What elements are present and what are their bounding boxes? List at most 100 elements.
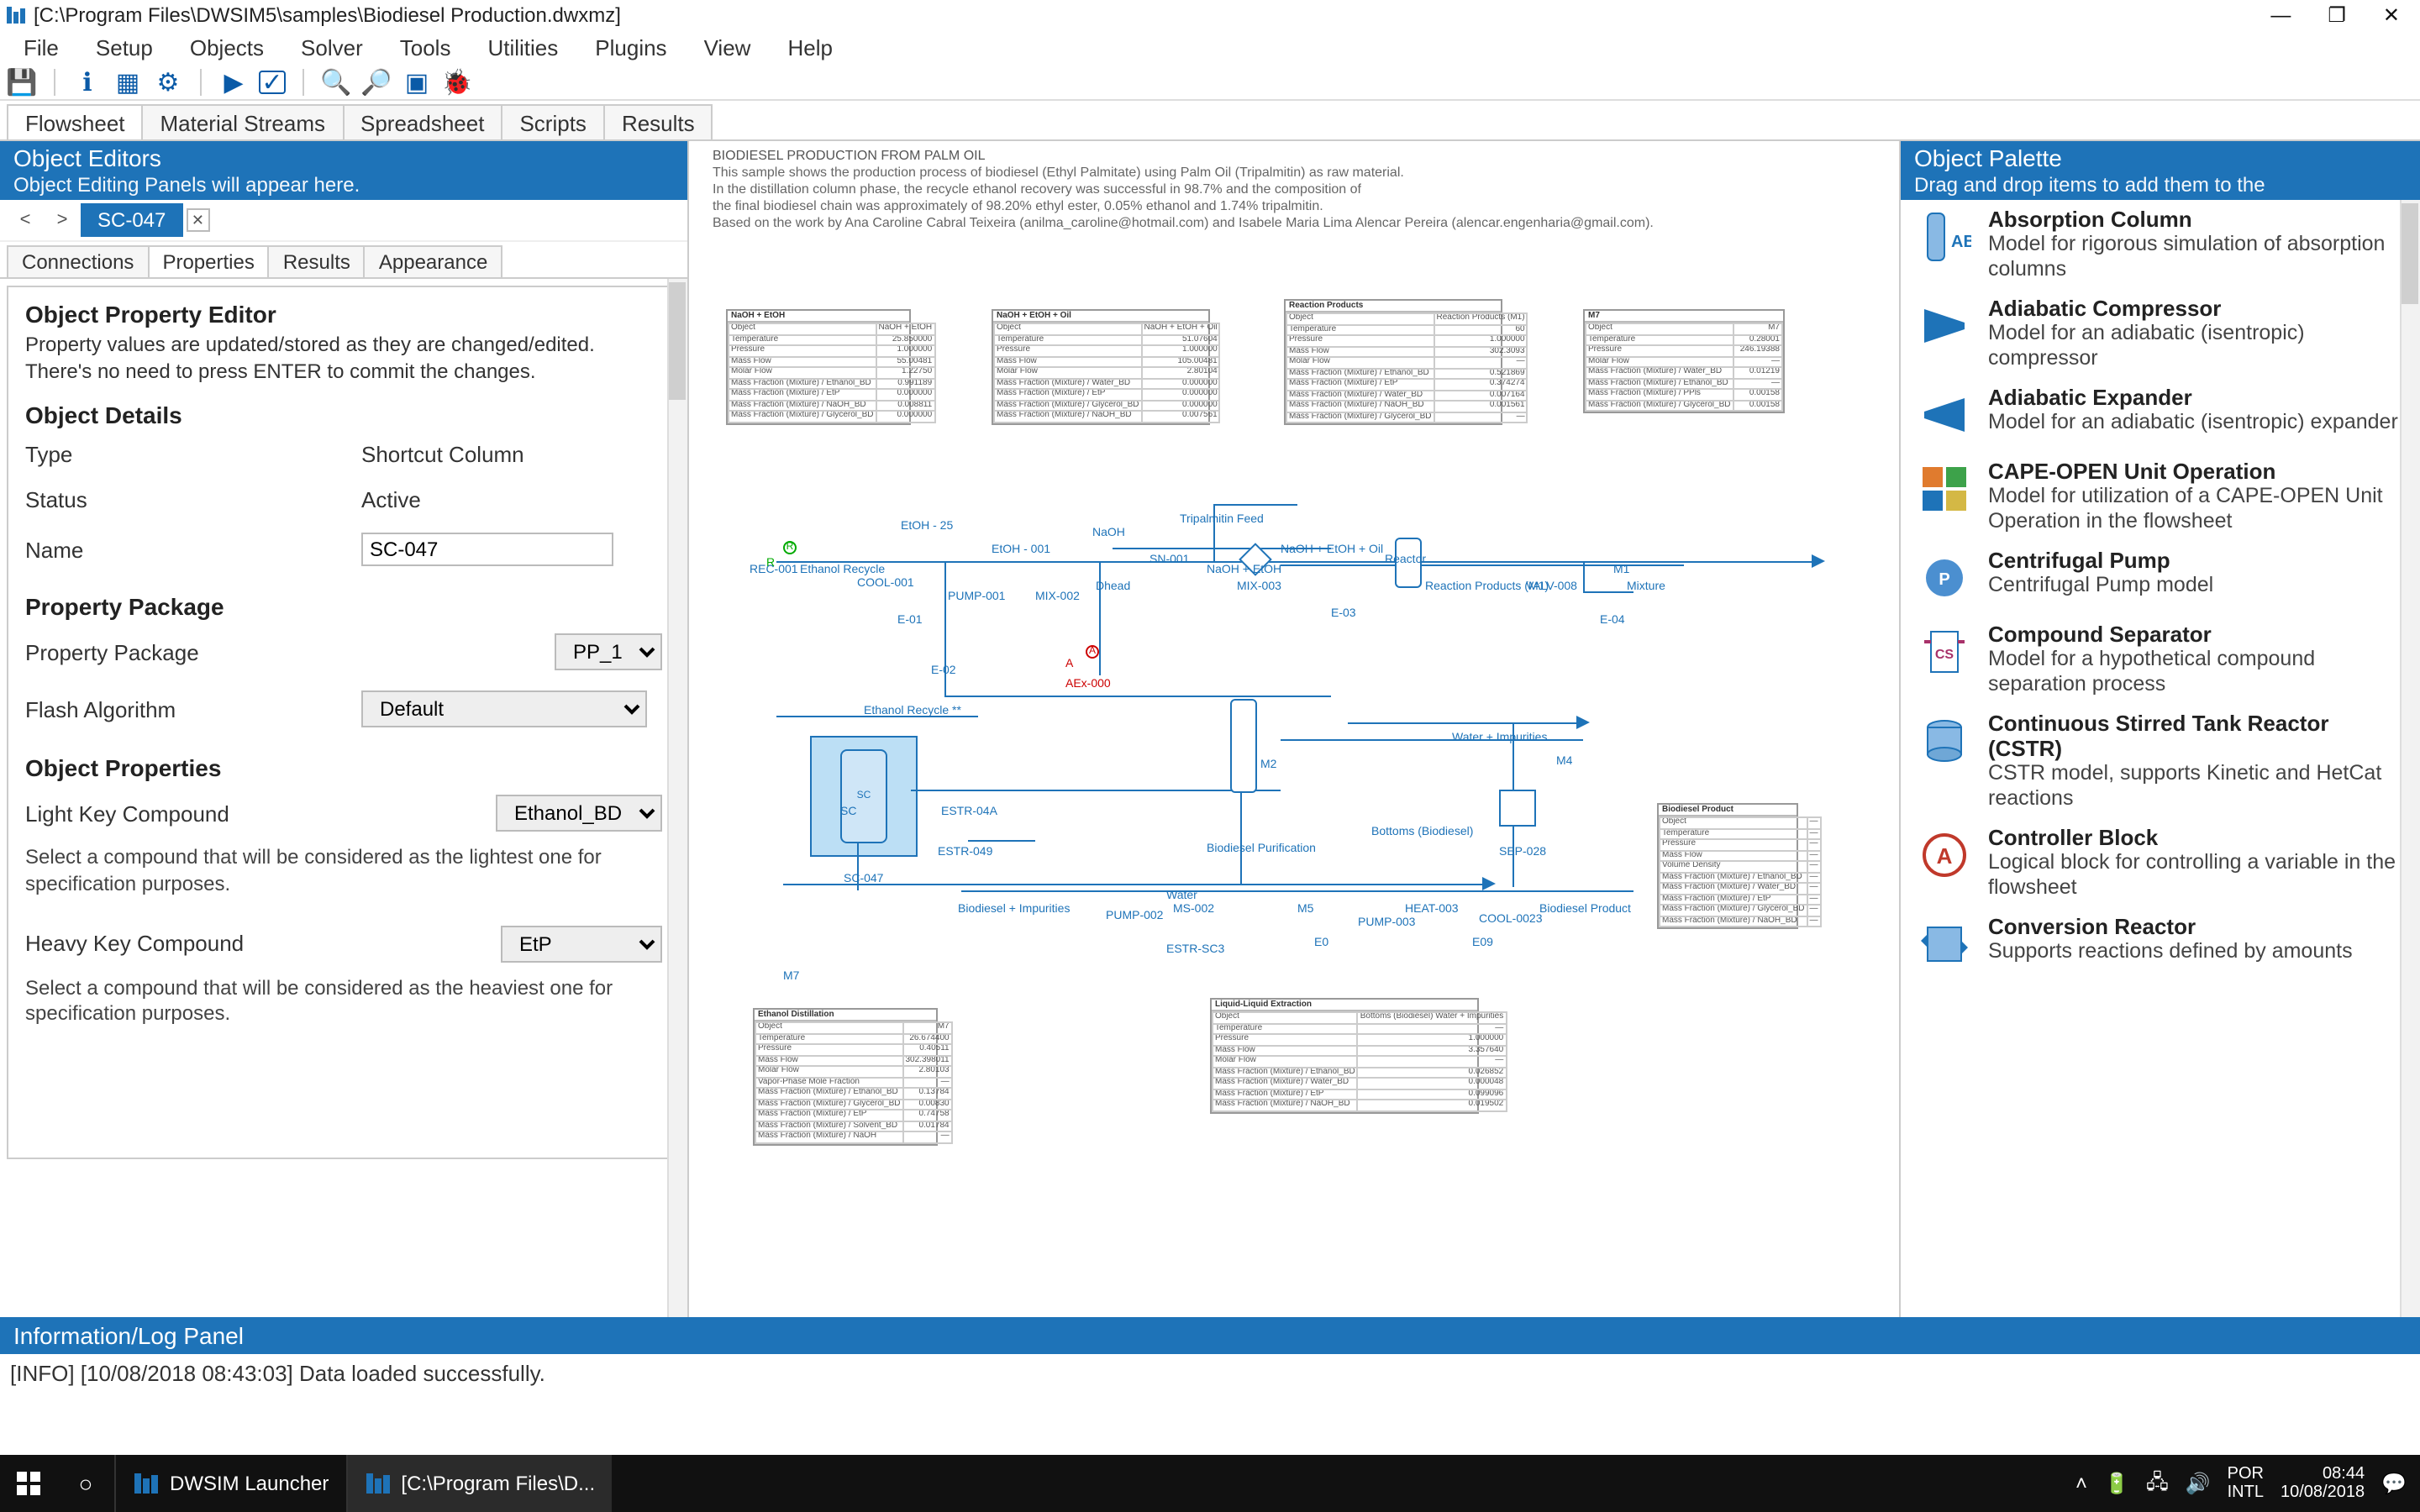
play-icon[interactable]: ▶: [218, 66, 249, 97]
object-tab-sc047[interactable]: SC-047: [81, 203, 182, 237]
flowsheet-label: A: [1065, 659, 1073, 670]
inspector-heading-3: Property Package: [25, 594, 662, 621]
flowsheet-label: MS-002: [1173, 904, 1214, 916]
unit-sep[interactable]: [1499, 790, 1536, 827]
subtab-appearance[interactable]: Appearance: [364, 245, 502, 277]
minimize-button[interactable]: —: [2270, 3, 2291, 27]
inspector-heading-2: Object Details: [25, 402, 662, 429]
cstr-icon: [1914, 711, 1975, 771]
flowsheet-label: M1: [1613, 564, 1629, 576]
absorption-icon: AB: [1914, 207, 1975, 267]
taskbar-app-launcher[interactable]: DWSIM Launcher: [114, 1455, 345, 1512]
name-input[interactable]: [361, 533, 613, 567]
flowsheet-label: M4: [1556, 756, 1572, 768]
unit-column2[interactable]: [1230, 699, 1257, 793]
tray-notifications-icon[interactable]: 💬: [2381, 1472, 2407, 1495]
close-button[interactable]: ✕: [2383, 3, 2400, 27]
palette-item-desc: Model for rigorous simulation of absorpt…: [1988, 232, 2407, 282]
tab-spreadsheet[interactable]: Spreadsheet: [342, 104, 502, 139]
log-body: [INFO] [10/08/2018 08:43:03] Data loaded…: [0, 1354, 2420, 1455]
flowsheet-label: MIX-002: [1035, 591, 1080, 603]
taskbar-app-label-1: [C:\Program Files\D...: [401, 1472, 595, 1495]
tab-scripts[interactable]: Scripts: [501, 104, 604, 139]
menu-view[interactable]: View: [687, 33, 768, 61]
palette-item-desc: Model for a hypothetical compound separa…: [1988, 647, 2407, 697]
unit-sc-column[interactable]: SC: [840, 749, 887, 843]
menu-file[interactable]: File: [7, 33, 76, 61]
menu-help[interactable]: Help: [771, 33, 850, 61]
bug-icon[interactable]: 🐞: [442, 66, 472, 97]
menu-setup[interactable]: Setup: [79, 33, 170, 61]
flash-select[interactable]: Default: [361, 691, 647, 728]
fit-icon[interactable]: ▣: [402, 66, 432, 97]
inspector-text-1: Property values are updated/stored as th…: [25, 331, 662, 386]
palette-item[interactable]: ABAbsorption ColumnModel for rigorous si…: [1901, 200, 2420, 289]
lk-select[interactable]: Ethanol_BD: [496, 795, 662, 832]
cortana-button[interactable]: ○: [57, 1455, 114, 1512]
tray-battery-icon[interactable]: 🔋: [2104, 1472, 2129, 1495]
start-button[interactable]: [0, 1455, 57, 1512]
taskbar-app-dwsim[interactable]: [C:\Program Files\D...: [345, 1455, 612, 1512]
menu-solver[interactable]: Solver: [284, 33, 380, 61]
flowsheet-label: SC: [840, 806, 856, 818]
palette-item[interactable]: Adiabatic CompressorModel for an adiabat…: [1901, 289, 2420, 378]
palette-item-title: Compound Separator: [1988, 622, 2407, 647]
pp-label: Property Package: [25, 640, 361, 665]
object-tab-label: SC-047: [97, 208, 166, 232]
palette-item-title: Continuous Stirred Tank Reactor (CSTR): [1988, 711, 2407, 761]
property-box: Biodiesel ProductObject—Temperature—Pres…: [1657, 803, 1798, 929]
grid-icon[interactable]: ▦: [113, 66, 143, 97]
palette-item[interactable]: Adiabatic ExpanderModel for an adiabatic…: [1901, 378, 2420, 452]
palette-item[interactable]: CAPE-OPEN Unit OperationModel for utiliz…: [1901, 452, 2420, 541]
flowsheet-label: E-02: [931, 665, 956, 677]
tray-clock[interactable]: 08:44 10/08/2018: [2281, 1465, 2365, 1502]
flowsheet-label: M7: [783, 971, 799, 983]
property-box: Ethanol DistillationObjectM7Temperature2…: [753, 1008, 938, 1145]
menu-objects[interactable]: Objects: [173, 33, 281, 61]
info-icon[interactable]: ℹ: [72, 66, 103, 97]
property-box: NaOH + EtOH + OilObjectNaOH + EtOH + Oil…: [992, 309, 1210, 424]
palette-item[interactable]: AController BlockLogical block for contr…: [1901, 818, 2420, 907]
tray-chevron-icon[interactable]: ˄: [2075, 1472, 2087, 1495]
palette-item[interactable]: Conversion ReactorSupports reactions def…: [1901, 907, 2420, 981]
palette-item[interactable]: PCentrifugal PumpCentrifugal Pump model: [1901, 541, 2420, 615]
nav-back-button[interactable]: <: [7, 205, 44, 235]
tab-material-streams[interactable]: Material Streams: [142, 104, 345, 139]
flowsheet-label: AEx-000: [1065, 679, 1111, 690]
zoom-out-icon[interactable]: 🔎: [361, 66, 392, 97]
close-object-tab[interactable]: ✕: [186, 208, 209, 232]
tray-network-icon[interactable]: 🖧: [2146, 1466, 2169, 1501]
menu-plugins[interactable]: Plugins: [578, 33, 683, 61]
flash-label: Flash Algorithm: [25, 697, 361, 722]
hk-select[interactable]: EtP: [501, 925, 662, 962]
flowsheet-label: Tripalmitin Feed: [1180, 514, 1264, 526]
check-icon[interactable]: ✓: [259, 70, 286, 93]
zoom-in-icon[interactable]: 🔍: [321, 66, 351, 97]
tab-results[interactable]: Results: [603, 104, 713, 139]
maximize-button[interactable]: ❐: [2328, 3, 2346, 27]
property-box: Reaction ProductsObjectReaction Products…: [1284, 299, 1502, 425]
tray-language[interactable]: POR INTL: [2228, 1465, 2264, 1502]
flowsheet-label: HEAT-003: [1405, 904, 1459, 916]
palette-item-desc: CSTR model, supports Kinetic and HetCat …: [1988, 761, 2407, 811]
settings-icon[interactable]: ⚙: [153, 66, 183, 97]
controller-icon: A: [1914, 825, 1975, 885]
pp-select[interactable]: PP_1: [555, 634, 662, 671]
palette-item[interactable]: CSCompound SeparatorModel for a hypothet…: [1901, 615, 2420, 704]
subtab-properties[interactable]: Properties: [147, 245, 269, 277]
object-editors-header: Object Editors Object Editing Panels wil…: [0, 141, 687, 200]
subtab-connections[interactable]: Connections: [7, 245, 149, 277]
subtab-results[interactable]: Results: [268, 245, 366, 277]
tray-volume-icon[interactable]: 🔊: [2186, 1472, 2211, 1495]
name-label: Name: [25, 538, 361, 563]
menu-utilities[interactable]: Utilities: [471, 33, 575, 61]
save-icon[interactable]: 💾: [7, 66, 37, 97]
tab-flowsheet[interactable]: Flowsheet: [7, 104, 144, 139]
flowsheet-label: NaOH + EtOH: [1207, 564, 1281, 576]
palette-item[interactable]: Continuous Stirred Tank Reactor (CSTR)CS…: [1901, 704, 2420, 818]
nav-fwd-button[interactable]: >: [44, 205, 81, 235]
flowsheet-canvas[interactable]: BIODIESEL PRODUCTION FROM PALM OIL This …: [689, 141, 1899, 1317]
property-box: M7ObjectM7Temperature0.28001Pressure246.…: [1583, 309, 1785, 413]
menu-tools[interactable]: Tools: [383, 33, 468, 61]
status-label: Status: [25, 488, 361, 513]
